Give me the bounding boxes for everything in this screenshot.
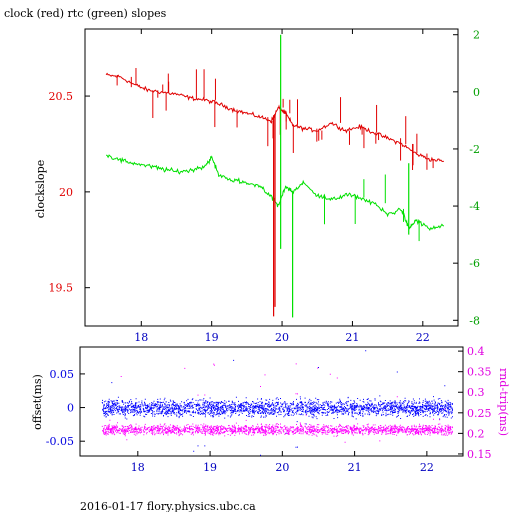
- offset-axis-label: offset(ms): [31, 374, 44, 430]
- clockslope-tick-label: 19.5: [49, 282, 74, 295]
- rtc-slope-tick-label: -4: [469, 200, 480, 213]
- slopes-x-tick-label: 22: [416, 331, 430, 344]
- rnd-trip-tick-label: 0.3: [467, 386, 485, 399]
- rtc-slope-line: [105, 154, 445, 232]
- offset-tick-label: 0.05: [50, 368, 75, 381]
- rtc-slope-tick-label: -2: [469, 143, 480, 156]
- slopes-x-tick-label: 21: [345, 331, 359, 344]
- offset-tick-label: -0.05: [46, 435, 74, 448]
- slopes-series-lines: [105, 34, 445, 318]
- slopes-x-tick-label: 18: [134, 331, 148, 344]
- slopes-x-tick-label: 19: [205, 331, 219, 344]
- rnd-trip-tick-label: 0.4: [467, 345, 485, 358]
- rtc-slope-tick-label: -6: [469, 257, 480, 270]
- rnd-trip-tick-label: 0.15: [467, 448, 492, 461]
- rtc-slope-tick-label: 2: [473, 29, 480, 42]
- footer-text: 2016-01-17 flory.physics.ubc.ca: [80, 500, 256, 512]
- rnd-trip-points: [101, 363, 453, 443]
- offset-scatter-points: [101, 350, 454, 456]
- rnd-trip-tick-label: 0.35: [467, 366, 492, 379]
- offset-x-tick-label: 20: [275, 461, 289, 474]
- clock-slope-line: [105, 72, 445, 163]
- offset-ticks: 18 19 20 21 22 -0.05 0 0.05 0.15 0.2 0.25 0.3 0.35 0.…: [46, 345, 492, 474]
- rtc-slope-tick-label: 0: [473, 86, 480, 99]
- slopes-ticks: 18 19 20 21 22 19.5 20 20.5 -8 -6 -4 -2 0 2: [49, 29, 481, 344]
- clockslope-axis-label: clockslope: [34, 160, 47, 218]
- chart-title: clock (red) rtc (green) slopes: [4, 7, 167, 20]
- offset-panel: 18 19 20 21 22 -0.05 0 0.05 0.15 0.2 0.25 0.3 0.35 0.…: [31, 345, 510, 474]
- rnd-trip-axis-label: rnd-trip(ms): [497, 368, 510, 436]
- offset-x-tick-label: 18: [131, 461, 145, 474]
- offset-x-tick-label: 21: [348, 461, 362, 474]
- rtc-slope-tick-label: -8: [469, 314, 480, 327]
- rnd-trip-tick-label: 0.25: [467, 407, 492, 420]
- offset-tick-label: 0: [67, 402, 74, 415]
- clockslope-tick-label: 20.5: [49, 90, 74, 103]
- slopes-panel: 18 19 20 21 22 19.5 20 20.5 -8 -6 -4 -2 0 2 clockslop…: [34, 28, 481, 344]
- slopes-x-tick-label: 20: [275, 331, 289, 344]
- offset-x-tick-label: 22: [420, 461, 434, 474]
- slopes-plot-frame: [84, 28, 459, 327]
- offset-plot-frame: [79, 346, 464, 457]
- clockslope-tick-label: 20: [59, 186, 73, 199]
- offset-x-tick-label: 19: [203, 461, 217, 474]
- offset-points: [101, 350, 454, 456]
- rnd-trip-tick-label: 0.2: [467, 427, 485, 440]
